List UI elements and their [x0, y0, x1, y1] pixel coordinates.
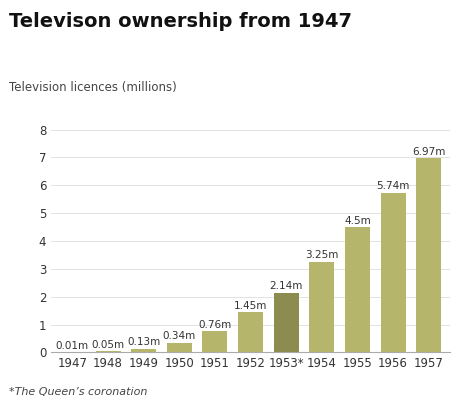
Text: 2.14m: 2.14m	[269, 281, 302, 291]
Text: 4.5m: 4.5m	[344, 215, 370, 226]
Text: 0.01m: 0.01m	[56, 341, 89, 351]
Text: 6.97m: 6.97m	[411, 147, 444, 157]
Text: 0.05m: 0.05m	[91, 339, 125, 350]
Bar	[238, 312, 263, 352]
Bar	[131, 349, 156, 352]
Text: Television licences (millions): Television licences (millions)	[9, 81, 177, 94]
Text: *The Queen’s coronation: *The Queen’s coronation	[9, 387, 147, 397]
Text: 0.34m: 0.34m	[163, 331, 195, 341]
Bar	[415, 158, 440, 352]
Text: 0.76m: 0.76m	[198, 320, 231, 330]
Text: Televison ownership from 1947: Televison ownership from 1947	[9, 12, 351, 31]
Bar	[167, 343, 191, 352]
Text: 5.74m: 5.74m	[375, 181, 409, 191]
Bar	[309, 262, 333, 352]
Bar	[202, 331, 227, 352]
Bar	[380, 192, 405, 352]
Text: 3.25m: 3.25m	[305, 250, 338, 260]
Bar	[344, 227, 369, 352]
Text: 0.13m: 0.13m	[127, 337, 160, 347]
Bar	[273, 293, 298, 352]
Text: 1.45m: 1.45m	[233, 301, 267, 311]
Bar	[95, 351, 120, 352]
